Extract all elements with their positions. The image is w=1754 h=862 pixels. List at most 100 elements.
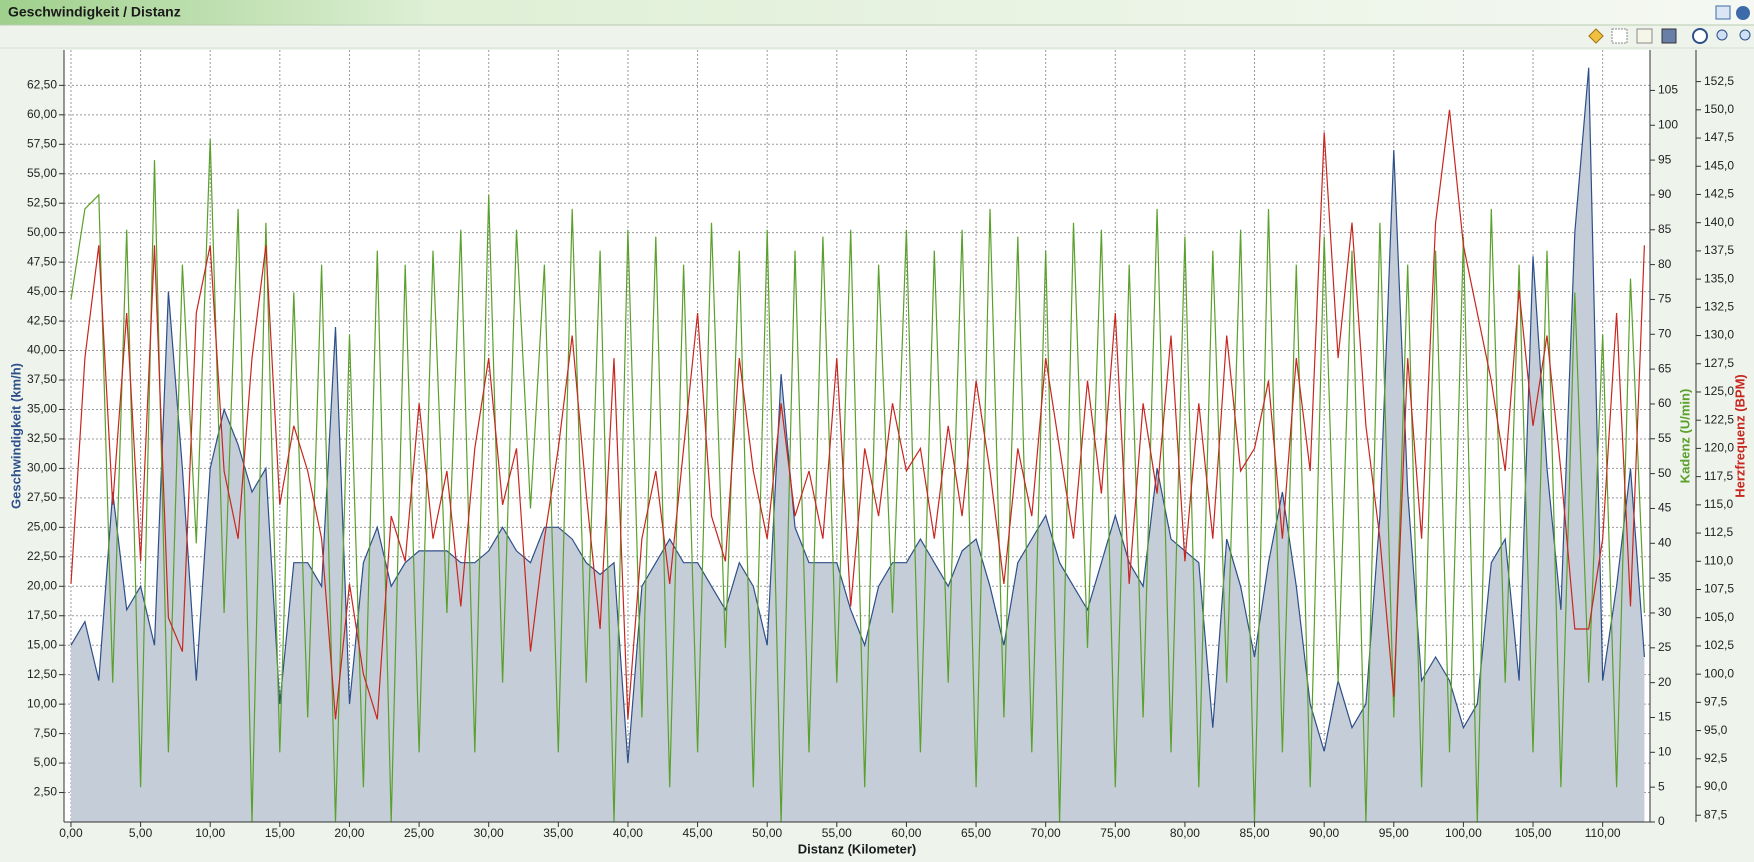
y-tick-label: 27,50 xyxy=(27,490,57,504)
tool-button[interactable] xyxy=(1716,29,1728,41)
area-line xyxy=(70,67,1645,764)
y-tick-label: 30,00 xyxy=(27,461,57,475)
y3-tick-label: 102,5 xyxy=(1704,638,1734,652)
x-tick-label: 35,00 xyxy=(543,826,573,840)
y-tick-label: 32,50 xyxy=(27,431,57,445)
x-tick-label: 85,00 xyxy=(1240,826,1270,840)
y-tick-label: 17,50 xyxy=(27,608,57,622)
y2-tick-label: 60 xyxy=(1658,396,1672,410)
y3-tick-label: 142,5 xyxy=(1704,187,1734,201)
y2-tick-label: 50 xyxy=(1658,466,1672,480)
y2-tick-label: 10 xyxy=(1658,744,1672,758)
y2-axis-title: Kadenz (U/min) xyxy=(1677,389,1692,484)
y2-tick-label: 20 xyxy=(1658,675,1672,689)
x-tick-label: 95,00 xyxy=(1379,826,1409,840)
y-tick-label: 52,50 xyxy=(27,195,57,209)
x-tick-label: 30,00 xyxy=(474,826,504,840)
y-tick-label: 35,00 xyxy=(27,402,57,416)
y3-tick-label: 97,5 xyxy=(1704,695,1728,709)
tool-button[interactable] xyxy=(1692,28,1708,44)
tool-button[interactable] xyxy=(1588,28,1604,44)
y-axis-title: Geschwindigkeit (km/h) xyxy=(8,363,23,509)
x-tick-label: 60,00 xyxy=(891,826,921,840)
x-tick-label: 45,00 xyxy=(683,826,713,840)
y2-tick-label: 100 xyxy=(1658,117,1678,131)
y2-tick-label: 105 xyxy=(1658,83,1678,97)
x-tick-label: 90,00 xyxy=(1309,826,1339,840)
y-tick-label: 50,00 xyxy=(27,225,57,239)
y2-tick-label: 95 xyxy=(1658,152,1672,166)
y2-tick-label: 55 xyxy=(1658,431,1672,445)
plot-layer: 0,00 5,00 10,00 15,00 20,00 25,00 30,00 35,00 40… xyxy=(27,50,1734,840)
y-tick-label: 57,50 xyxy=(27,136,57,150)
y3-tick-label: 132,5 xyxy=(1704,300,1734,314)
tool-button[interactable] xyxy=(1661,28,1677,44)
menu-button[interactable] xyxy=(1736,6,1750,20)
y3-tick-label: 135,0 xyxy=(1704,271,1734,285)
tool-button[interactable] xyxy=(1739,29,1751,41)
y3-tick-label: 107,5 xyxy=(1704,582,1734,596)
tool-button[interactable] xyxy=(1636,28,1653,44)
y2-tick-label: 80 xyxy=(1658,257,1672,271)
y3-tick-label: 125,0 xyxy=(1704,384,1734,398)
y3-tick-label: 150,0 xyxy=(1704,102,1734,116)
y-tick-label: 55,00 xyxy=(27,166,57,180)
y2-tick-label: 75 xyxy=(1658,292,1672,306)
y3-tick-label: 147,5 xyxy=(1704,130,1734,144)
y3-tick-label: 120,0 xyxy=(1704,441,1734,455)
x-tick-label: 40,00 xyxy=(613,826,643,840)
x-tick-label: 15,00 xyxy=(265,826,295,840)
y-tick-label: 10,00 xyxy=(27,696,57,710)
x-tick-label: 20,00 xyxy=(334,826,364,840)
y3-tick-label: 140,0 xyxy=(1704,215,1734,229)
y3-tick-label: 115,0 xyxy=(1704,497,1733,511)
area-fill xyxy=(71,67,1645,822)
x-tick-label: 55,00 xyxy=(822,826,852,840)
title-bar xyxy=(0,0,1754,25)
y2-tick-label: 70 xyxy=(1658,326,1672,340)
y2-tick-label: 85 xyxy=(1658,222,1672,236)
y-tick-label: 12,50 xyxy=(27,667,57,681)
tool-button[interactable] xyxy=(1611,28,1628,44)
y-tick-label: 37,50 xyxy=(27,372,57,386)
y-tick-label: 40,00 xyxy=(27,343,57,357)
toolbar xyxy=(1588,28,1751,44)
chart-title: Geschwindigkeit / Distanz xyxy=(8,4,181,20)
y-tick-label: 45,00 xyxy=(27,284,57,298)
y-tick-label: 42,50 xyxy=(27,313,57,327)
x-tick-label: 5,00 xyxy=(129,826,153,840)
y-tick-label: 62,50 xyxy=(27,78,57,92)
y2-tick-label: 35 xyxy=(1658,570,1672,584)
y2-tick-label: 65 xyxy=(1658,361,1672,375)
x-tick-label: 10,00 xyxy=(195,826,225,840)
y2-tick-label: 0 xyxy=(1658,814,1665,828)
y-tick-label: 60,00 xyxy=(27,107,57,121)
y2-tick-label: 5 xyxy=(1658,779,1665,793)
y3-tick-label: 152,5 xyxy=(1704,74,1734,88)
x-tick-label: 110,00 xyxy=(1585,826,1621,840)
y2-tick-label: 90 xyxy=(1658,187,1672,201)
y2-tick-label: 45 xyxy=(1658,501,1672,515)
y3-tick-label: 117,5 xyxy=(1704,469,1733,483)
y-tick-label: 20,00 xyxy=(27,578,57,592)
layout-button[interactable] xyxy=(1715,5,1731,20)
y3-tick-label: 137,5 xyxy=(1704,243,1734,257)
y3-tick-label: 112,5 xyxy=(1704,525,1733,539)
y2-tick-label: 40 xyxy=(1658,535,1672,549)
y-tick-label: 25,00 xyxy=(27,520,57,534)
y3-tick-label: 90,0 xyxy=(1704,779,1728,793)
x-tick-label: 75,00 xyxy=(1100,826,1130,840)
y3-tick-label: 100,0 xyxy=(1704,666,1734,680)
x-tick-label: 25,00 xyxy=(404,826,434,840)
y3-tick-label: 127,5 xyxy=(1704,356,1734,370)
y-tick-label: 7,50 xyxy=(34,726,58,740)
y3-tick-label: 92,5 xyxy=(1704,751,1728,765)
x-axis-title: Distanz (Kilometer) xyxy=(798,841,916,856)
series-line xyxy=(70,109,1645,720)
y3-tick-label: 105,0 xyxy=(1704,610,1734,624)
y-tick-label: 5,00 xyxy=(34,755,58,769)
y3-axis-title: Herzfrequenz (BPM) xyxy=(1732,374,1747,498)
y2-tick-label: 25 xyxy=(1658,640,1672,654)
y2-tick-label: 30 xyxy=(1658,605,1672,619)
